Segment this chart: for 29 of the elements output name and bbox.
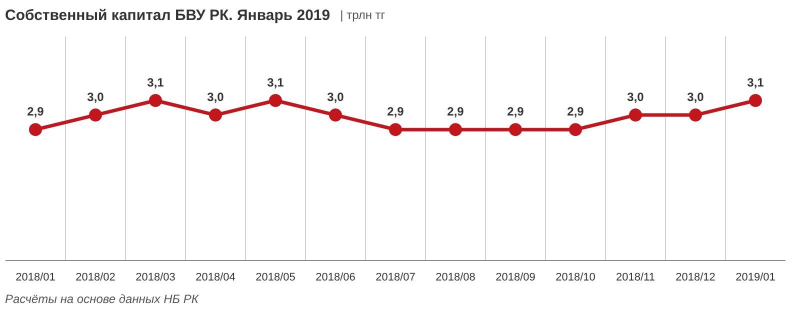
x-tick-label: 2018/10	[556, 272, 596, 284]
chart-subtitle: | трлн тг	[340, 7, 386, 24]
data-label: 2,9	[507, 105, 524, 120]
x-tick-label: 2018/07	[376, 272, 416, 284]
x-tick-label: 2018/04	[196, 272, 236, 284]
x-tick-label: 2018/11	[616, 272, 655, 284]
text: Расчёты на основе данных НБ РК	[5, 291, 198, 308]
data-label: 3,0	[687, 90, 704, 104]
data-label: 3,0	[627, 90, 644, 104]
x-tick-label: 2018/02	[76, 272, 116, 284]
data-label: 3,0	[87, 90, 104, 104]
data-label: 3,1	[747, 76, 764, 90]
data-label: 3,1	[147, 76, 164, 90]
data-label: 3,0	[327, 90, 344, 104]
x-tick-label: 2018/03	[136, 272, 176, 284]
data-label: 2,9	[27, 105, 44, 120]
data-label: 2,9	[567, 105, 584, 120]
data-label: 3,0	[207, 90, 224, 104]
x-tick-label: 2018/01	[16, 272, 56, 284]
x-tick-label: 2018/12	[676, 272, 716, 284]
x-tick-label: 2018/09	[496, 272, 536, 284]
data-label: 2,9	[387, 105, 404, 120]
data-label: 2,9	[447, 105, 464, 120]
chart-title: Собственный капитал БВУ РК. Январь 2019	[5, 6, 330, 26]
x-tick-label: 2018/05	[256, 272, 296, 284]
x-tick-label: 2019/01	[736, 272, 776, 284]
x-tick-label: 2018/06	[316, 272, 356, 284]
data-label: 3,1	[267, 76, 284, 90]
x-tick-label: 2018/08	[436, 272, 476, 284]
